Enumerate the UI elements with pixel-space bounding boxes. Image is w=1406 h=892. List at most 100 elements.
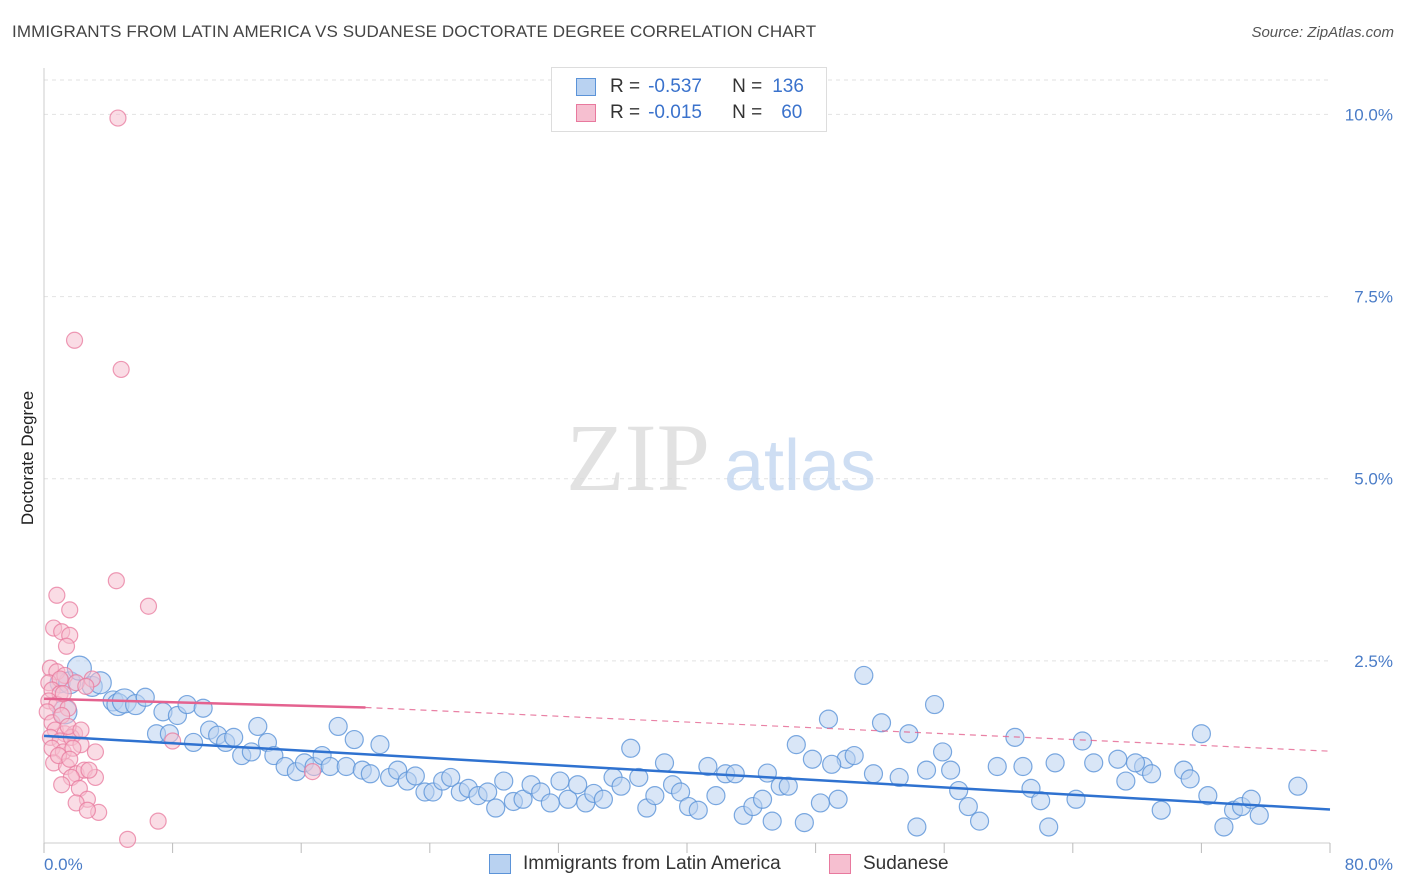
latin-america-point	[949, 780, 969, 801]
latin-america-point	[698, 756, 718, 777]
sudanese-point	[53, 776, 71, 794]
trendlines	[43, 697, 1331, 811]
latin-america-point	[224, 727, 244, 747]
latin-america-point	[370, 735, 390, 755]
trendline-sudanese-solid	[43, 697, 366, 709]
latin-america-point	[486, 798, 506, 818]
sudanese-point	[57, 637, 76, 655]
latin-america-point	[629, 767, 649, 788]
latin-america-point	[336, 756, 356, 777]
latin-america-point	[177, 694, 197, 715]
sudanese-point	[77, 677, 95, 695]
latin-america-point	[1180, 769, 1200, 789]
latin-america-point	[706, 786, 726, 806]
latin-america-point	[871, 713, 892, 733]
latin-america-point	[889, 767, 909, 788]
sudanese-point	[61, 750, 79, 768]
latin-america-point	[932, 742, 953, 762]
latin-america-point	[752, 789, 773, 809]
x-tick-label-1: 80.0%	[1345, 855, 1393, 874]
bottom-legend-label: Immigrants from Latin America	[523, 853, 781, 874]
sudanese-point	[139, 597, 158, 615]
legend-n-label: N =	[732, 76, 763, 97]
latin-america-point	[344, 729, 364, 750]
latin-america-point	[810, 793, 831, 813]
sudanese-point	[61, 601, 79, 619]
latin-america-point	[550, 771, 570, 791]
latin-america-point	[1039, 817, 1059, 837]
sudanese-point	[164, 732, 182, 750]
latin-america-point	[593, 789, 614, 809]
latin-america-point	[688, 800, 708, 820]
sudanese-point	[118, 830, 137, 848]
latin-america-point	[1198, 786, 1218, 806]
latin-america-point	[135, 687, 155, 707]
y-tick-label-0: 2.5%	[1354, 652, 1393, 671]
legend-swatch-blue	[576, 78, 596, 96]
latin-america-point	[725, 764, 745, 784]
latin-america-point	[621, 738, 641, 758]
legend-row-sudanese: R = -0.015 N = 60	[576, 101, 802, 125]
latin-america-point	[1072, 731, 1093, 751]
sudanese-point	[48, 586, 66, 604]
y-tick-label-2: 7.5%	[1354, 288, 1393, 307]
legend-row-latin-america: R = -0.537 N = 136	[576, 75, 804, 99]
latin-america-point	[1249, 805, 1269, 825]
latin-america-point	[360, 764, 380, 784]
latin-america-point	[1013, 756, 1033, 777]
legend-r-value: -0.537	[648, 76, 702, 97]
latin-america-point	[320, 756, 340, 777]
latin-america-point	[1191, 724, 1212, 744]
latin-america-point	[757, 763, 777, 783]
latin-america-point	[1151, 800, 1171, 820]
sudanese-point	[80, 761, 98, 779]
latin-america-point	[248, 716, 268, 737]
latin-america-point	[844, 745, 864, 766]
sudanese-point	[86, 743, 105, 761]
latin-america-point	[924, 694, 945, 715]
bottom-legend-sudanese: Sudanese	[829, 852, 949, 876]
latin-america-point	[786, 735, 806, 755]
latin-america-point	[818, 709, 839, 729]
latin-america-point	[907, 817, 927, 837]
legend-r-label: R =	[610, 76, 641, 97]
latin-america-point	[958, 796, 978, 817]
trendline-latin-america	[43, 734, 1331, 811]
legend-n-value: 60	[781, 102, 803, 123]
latin-america-point	[568, 775, 588, 795]
trendline-sudanese-dashed	[365, 706, 1331, 752]
sudanese-point	[65, 331, 84, 349]
y-axis-label: Doctorate Degree	[18, 391, 37, 525]
legend-r-label: R =	[610, 102, 641, 123]
latin-america-point	[670, 782, 691, 802]
watermark-atlas: atlas	[724, 426, 876, 506]
y-tick-label-3: 10.0%	[1345, 105, 1393, 124]
latin-america-point	[1045, 753, 1065, 773]
latin-america-point	[1141, 764, 1162, 784]
sudanese-point	[78, 801, 97, 819]
latin-america-point	[1084, 753, 1104, 773]
legend-r-value: -0.015	[648, 102, 702, 123]
legend-n-label: N =	[732, 102, 763, 123]
latin-america-point	[183, 732, 204, 753]
latin-america-point	[1116, 771, 1136, 791]
bottom-legend-swatch-pink	[829, 854, 851, 874]
latin-america-point	[828, 789, 848, 809]
latin-america-point	[611, 776, 631, 796]
latin-america-point	[899, 724, 919, 744]
latin-america-point	[778, 776, 798, 796]
latin-america-point	[854, 665, 874, 686]
sudanese-point	[112, 360, 130, 379]
latin-america-point	[1288, 776, 1308, 796]
sudanese-point	[303, 762, 322, 781]
latin-america-point	[328, 716, 348, 737]
latin-america-point	[1125, 753, 1146, 773]
sudanese-point	[107, 572, 125, 590]
chart-title: IMMIGRANTS FROM LATIN AMERICA VS SUDANES…	[12, 22, 817, 41]
latin-america-point	[969, 811, 990, 831]
latin-america-point	[802, 749, 822, 769]
latin-america-point	[1214, 817, 1234, 837]
watermark-zip: ZIP	[566, 404, 710, 511]
latin-america-point	[794, 812, 814, 833]
